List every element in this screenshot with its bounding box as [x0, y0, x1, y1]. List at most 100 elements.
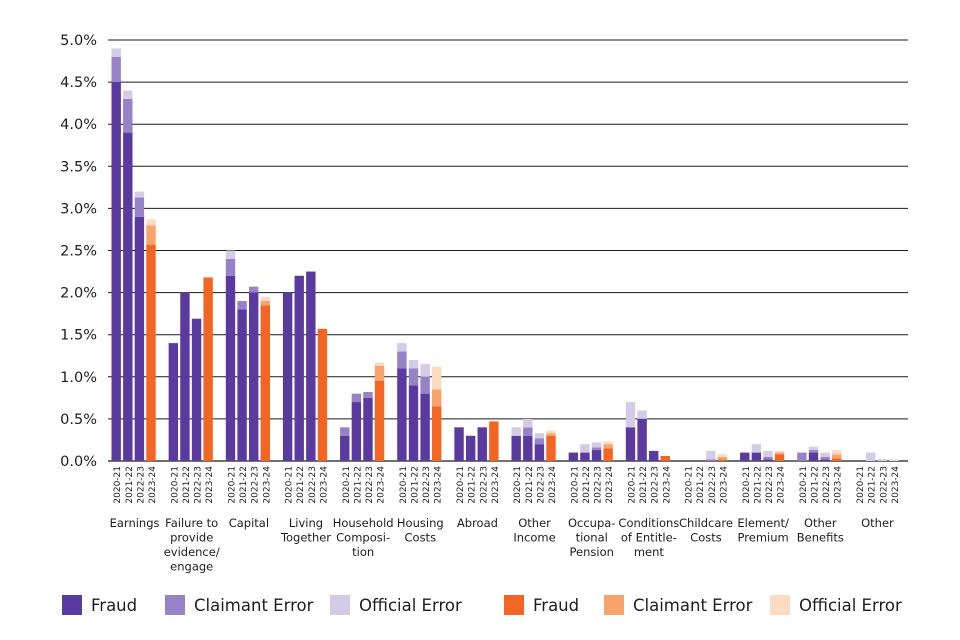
x-group-label-line: Costs — [405, 531, 437, 545]
x-year-label: 2021-22 — [125, 466, 135, 504]
x-group-label-line: evidence/ — [164, 545, 220, 559]
bar-segment-fraud — [534, 444, 545, 461]
x-year-label: 2022-23 — [136, 466, 146, 504]
x-year-label: 2022-23 — [651, 466, 661, 504]
y-tick-label: 2.5% — [60, 244, 97, 260]
bar-segment-claimant-error — [248, 286, 259, 293]
bar-segment-fraud — [248, 292, 259, 461]
x-group-label-line: of Entitle- — [621, 531, 677, 545]
bar-segment-fraud — [740, 452, 750, 461]
bar-segment-claimant-error — [546, 433, 556, 436]
legend-label: Claimant Error — [633, 595, 753, 615]
x-year-label: 2021-22 — [639, 466, 649, 504]
bar-segment-official-error — [146, 219, 156, 226]
bar-segment-fraud — [625, 427, 636, 461]
x-group-label: Housing Costs — [397, 516, 444, 545]
bar-segment-fraud — [717, 459, 728, 461]
x-group-label: Household Composi-tion — [333, 516, 394, 559]
legend-swatch — [62, 595, 82, 615]
bar-segment-official-error — [603, 441, 613, 445]
x-group-label-line: ment — [634, 545, 665, 559]
x-group-label-line: engage — [170, 560, 213, 574]
x-group-label-line: Costs — [690, 531, 722, 545]
bar-segment-claimant-error — [111, 56, 121, 83]
x-year-label: 2022-23 — [536, 466, 546, 504]
bar-segment-claimant-error — [706, 459, 716, 461]
x-year-label: 2020-21 — [799, 466, 809, 504]
bar-segment-fraud — [306, 271, 316, 461]
bar-segment-official-error — [134, 191, 145, 198]
bar-segment-official-error — [717, 454, 728, 457]
bar-segment-fraud — [477, 427, 487, 461]
bar-segment-fraud — [751, 452, 762, 461]
x-year-label: 2020-21 — [170, 466, 180, 504]
bar-segment-official-error — [877, 459, 887, 461]
bar-segment-official-error — [763, 450, 773, 457]
x-year-label: 2021-22 — [868, 466, 878, 504]
x-group-label-line: Other — [861, 516, 894, 530]
x-group-label-line: Pension — [570, 545, 614, 559]
bar-segment-fraud — [351, 402, 362, 461]
bar-segment-fraud — [134, 216, 145, 461]
x-year-label: 2023-24 — [605, 466, 615, 504]
bar-segment-official-error — [808, 446, 819, 451]
bar-segment-fraud — [832, 458, 842, 461]
x-year-label: 2022-23 — [308, 466, 318, 504]
x-year-label: 2020-21 — [627, 466, 637, 504]
x-group-label-line: Occupa- — [568, 516, 615, 530]
bar-segment-fraud — [580, 452, 590, 461]
x-year-label: 2020-21 — [742, 466, 752, 504]
bar-segment-claimant-error — [237, 301, 247, 310]
x-group-label: Capital — [229, 516, 269, 530]
x-group-label: Conditions of Entitle-ment — [618, 516, 679, 559]
x-year-label: 2023-24 — [434, 466, 444, 504]
x-year-label: 2020-21 — [513, 466, 523, 504]
legend-item-official-error-orange: Official Error — [770, 590, 902, 620]
legend-swatch — [604, 595, 624, 615]
x-group-label-line: Income — [513, 531, 555, 545]
bar-segment-fraud — [546, 435, 556, 461]
x-year-label: 2023-24 — [262, 466, 272, 504]
x-year-label: 2020-21 — [456, 466, 466, 504]
bar-segment-claimant-error — [603, 444, 613, 449]
bar-segment-official-error — [408, 359, 419, 369]
x-year-label: 2023-24 — [777, 466, 787, 504]
x-year-label: 2021-22 — [239, 466, 249, 504]
x-group-label-line: Childcare — [679, 516, 733, 530]
bar-segment-fraud — [432, 406, 442, 461]
bar-segment-official-error — [865, 452, 876, 461]
bar-segment-fraud — [408, 385, 419, 461]
x-year-label: 2020-21 — [113, 466, 123, 504]
x-group-label-line: Living — [289, 516, 323, 530]
bar-segment-claimant-error — [420, 376, 430, 394]
y-tick-label: 4.0% — [60, 117, 97, 133]
bar-segment-claimant-error — [340, 427, 350, 436]
bar-segment-official-error — [511, 427, 521, 436]
bar-segment-fraud — [591, 450, 602, 461]
legend-label: Claimant Error — [194, 595, 314, 615]
legend-label: Official Error — [359, 595, 462, 615]
bar-segment-fraud — [317, 328, 328, 461]
bar-segment-claimant-error — [797, 452, 807, 461]
x-group-label: Failure to provide evidence/engage — [164, 516, 220, 574]
x-year-label: 2021-22 — [468, 466, 478, 504]
bar-segment-official-error — [751, 444, 762, 453]
bar-segment-claimant-error — [820, 456, 830, 460]
y-tick-label: 3.0% — [60, 201, 97, 217]
bar-segment-fraud — [637, 418, 647, 461]
bar-segment-official-error — [534, 433, 545, 439]
bar-segment-fraud — [660, 455, 670, 461]
x-year-label: 2021-22 — [182, 466, 192, 504]
bar-segment-fraud — [146, 244, 156, 461]
bar-segment-claimant-error — [374, 365, 385, 382]
y-tick-label: 2.0% — [60, 286, 97, 302]
x-year-label: 2020-21 — [285, 466, 295, 504]
bar-segment-claimant-error — [832, 454, 842, 459]
x-year-label: 2020-21 — [342, 466, 352, 504]
bar-segment-claimant-error — [763, 456, 773, 460]
bar-segment-official-error — [591, 442, 602, 448]
x-year-label: 2023-24 — [205, 466, 215, 504]
bar-segment-claimant-error — [534, 438, 545, 445]
y-tick-label: 0.0% — [60, 454, 97, 470]
x-year-label: 2021-22 — [753, 466, 763, 504]
